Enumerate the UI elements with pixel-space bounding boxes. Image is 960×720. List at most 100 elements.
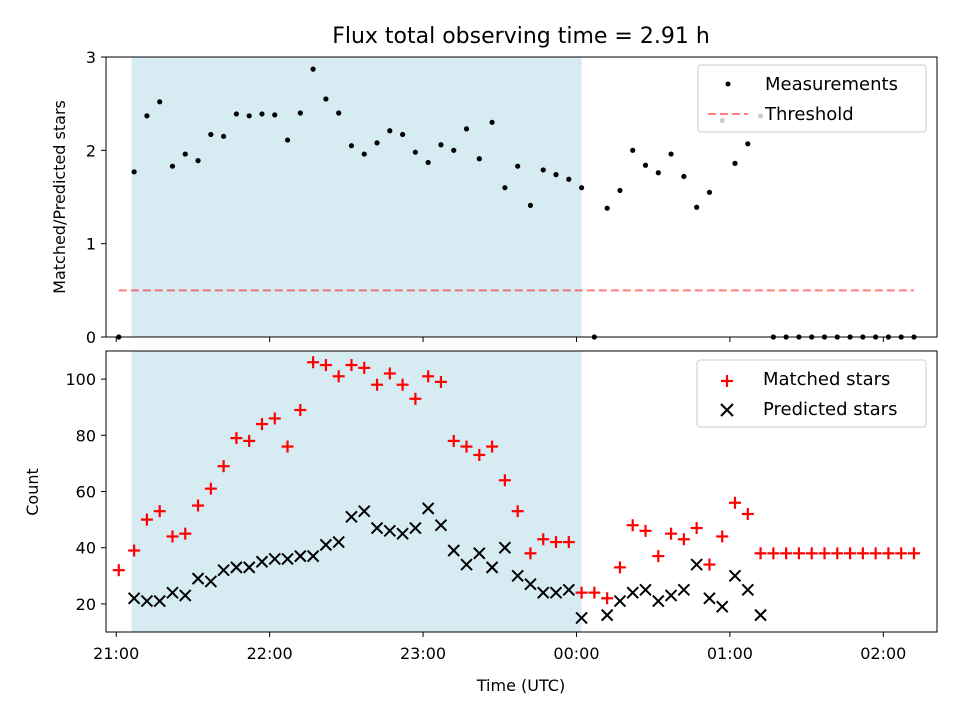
matched-star-point: [856, 547, 869, 560]
matched-star-point: [639, 524, 652, 537]
matched-star-point: [345, 359, 358, 372]
y-tick-label: 3: [86, 48, 96, 67]
matched-star-point: [422, 370, 435, 383]
matched-star-point: [524, 547, 537, 560]
matched-star-point: [409, 392, 422, 405]
predicted-star-point: [434, 519, 448, 532]
predicted-star-point: [728, 569, 742, 583]
bottom-x-ticks: 21:00 22:00 23:00 00:00 01:00 02:00: [93, 632, 906, 663]
matched-star-point: [703, 558, 716, 571]
measurement-point: [182, 151, 188, 157]
measurement-point: [476, 156, 482, 162]
measurement-point: [348, 143, 355, 149]
predicted-star-point: [677, 583, 691, 597]
matched-star-point: [869, 547, 882, 560]
measurement-point: [566, 176, 572, 182]
predicted-star-point: [179, 589, 192, 602]
matched-star-point: [396, 378, 409, 391]
measurement-point: [284, 137, 291, 143]
matched-star-point: [805, 547, 818, 560]
predicted-star-point: [166, 586, 179, 599]
measurement-point: [438, 142, 444, 148]
legend-label-measurements: Measurements: [765, 74, 898, 95]
predicted-star-point: [127, 592, 141, 605]
predicted-star-point: [153, 594, 166, 608]
matched-star-point: [217, 460, 230, 473]
observing-window-shade-bottom: [131, 351, 582, 632]
predicted-star-point: [664, 589, 678, 602]
predicted-star-point: [319, 538, 333, 552]
measurement-point: [630, 147, 636, 153]
measurement-point: [694, 204, 700, 210]
matched-star-point: [230, 432, 243, 445]
measurement-points: [116, 66, 917, 340]
predicted-star-point: [255, 555, 269, 568]
predicted-star-point: [421, 502, 435, 515]
top-y-axis-label: Matched/Predicted stars: [50, 100, 69, 294]
y-tick-label: 100: [65, 370, 96, 389]
measurement-point: [208, 131, 214, 138]
matched-star-point: [255, 418, 268, 431]
matched-star-point: [179, 527, 192, 540]
matched-star-point: [140, 513, 153, 526]
measurement-point: [361, 151, 367, 157]
bottom-y-ticks: 20 40 60 80 100: [65, 370, 106, 614]
predicted-star-point: [332, 535, 345, 549]
predicted-star-point: [613, 594, 627, 608]
y-tick-label: 20: [76, 595, 96, 614]
measurement-point: [144, 113, 150, 119]
predicted-star-point: [485, 561, 499, 574]
bottom-legend: Matched stars Predicted stars: [696, 359, 927, 428]
measurement-point: [553, 172, 559, 178]
measurement-point: [336, 110, 342, 116]
predicted-star-point: [230, 561, 243, 574]
matched-star-point: [792, 547, 805, 560]
measurement-point: [400, 131, 406, 138]
measurement-point: [515, 163, 521, 169]
matched-star-point: [371, 378, 384, 391]
matched-star-point: [818, 547, 831, 560]
predicted-star-point: [370, 521, 384, 535]
legend-label-threshold: Threshold: [764, 104, 854, 125]
measurement-point: [195, 158, 201, 164]
bottom-y-axis-label: Count: [23, 468, 42, 516]
bottom-panel-frame: [105, 350, 938, 633]
measurement-point: [706, 189, 713, 195]
legend-marker-measurements: [725, 81, 731, 87]
matched-star-point: [447, 434, 460, 447]
measurement-point: [246, 113, 252, 119]
matched-star-point: [626, 519, 639, 532]
x-tick-label: 02:00: [860, 644, 906, 663]
matched-star-point: [729, 496, 742, 509]
y-tick-label: 60: [76, 483, 96, 502]
measurement-point: [221, 133, 227, 139]
matched-star-point: [907, 547, 920, 560]
matched-star-points: [112, 356, 920, 605]
matched-star-point: [294, 404, 307, 417]
matched-star-point: [511, 505, 524, 518]
y-tick-label: 40: [76, 539, 96, 558]
measurement-point: [374, 140, 380, 146]
measurement-point: [745, 141, 751, 147]
predicted-star-point: [639, 583, 652, 597]
measurement-point: [272, 112, 278, 118]
measurement-point: [655, 170, 661, 176]
top-legend-box: [697, 64, 927, 133]
predicted-star-point: [549, 586, 563, 599]
measurement-point: [604, 205, 610, 211]
measurement-point: [502, 185, 508, 191]
matched-star-point: [319, 359, 332, 372]
predicted-star-point: [652, 594, 665, 608]
top-y-ticks: 0 1 2 3: [86, 48, 106, 347]
matched-star-point: [486, 440, 499, 453]
measurement-point: [169, 163, 176, 169]
matched-star-point: [268, 412, 281, 425]
predicted-star-point: [460, 558, 473, 571]
measurement-point: [732, 160, 738, 166]
measurement-point: [527, 202, 534, 208]
matched-star-point: [601, 592, 614, 605]
matched-star-point: [243, 434, 256, 447]
predicted-star-point: [716, 600, 729, 613]
bottom-legend-box: [696, 359, 927, 428]
matched-star-point: [588, 586, 601, 599]
